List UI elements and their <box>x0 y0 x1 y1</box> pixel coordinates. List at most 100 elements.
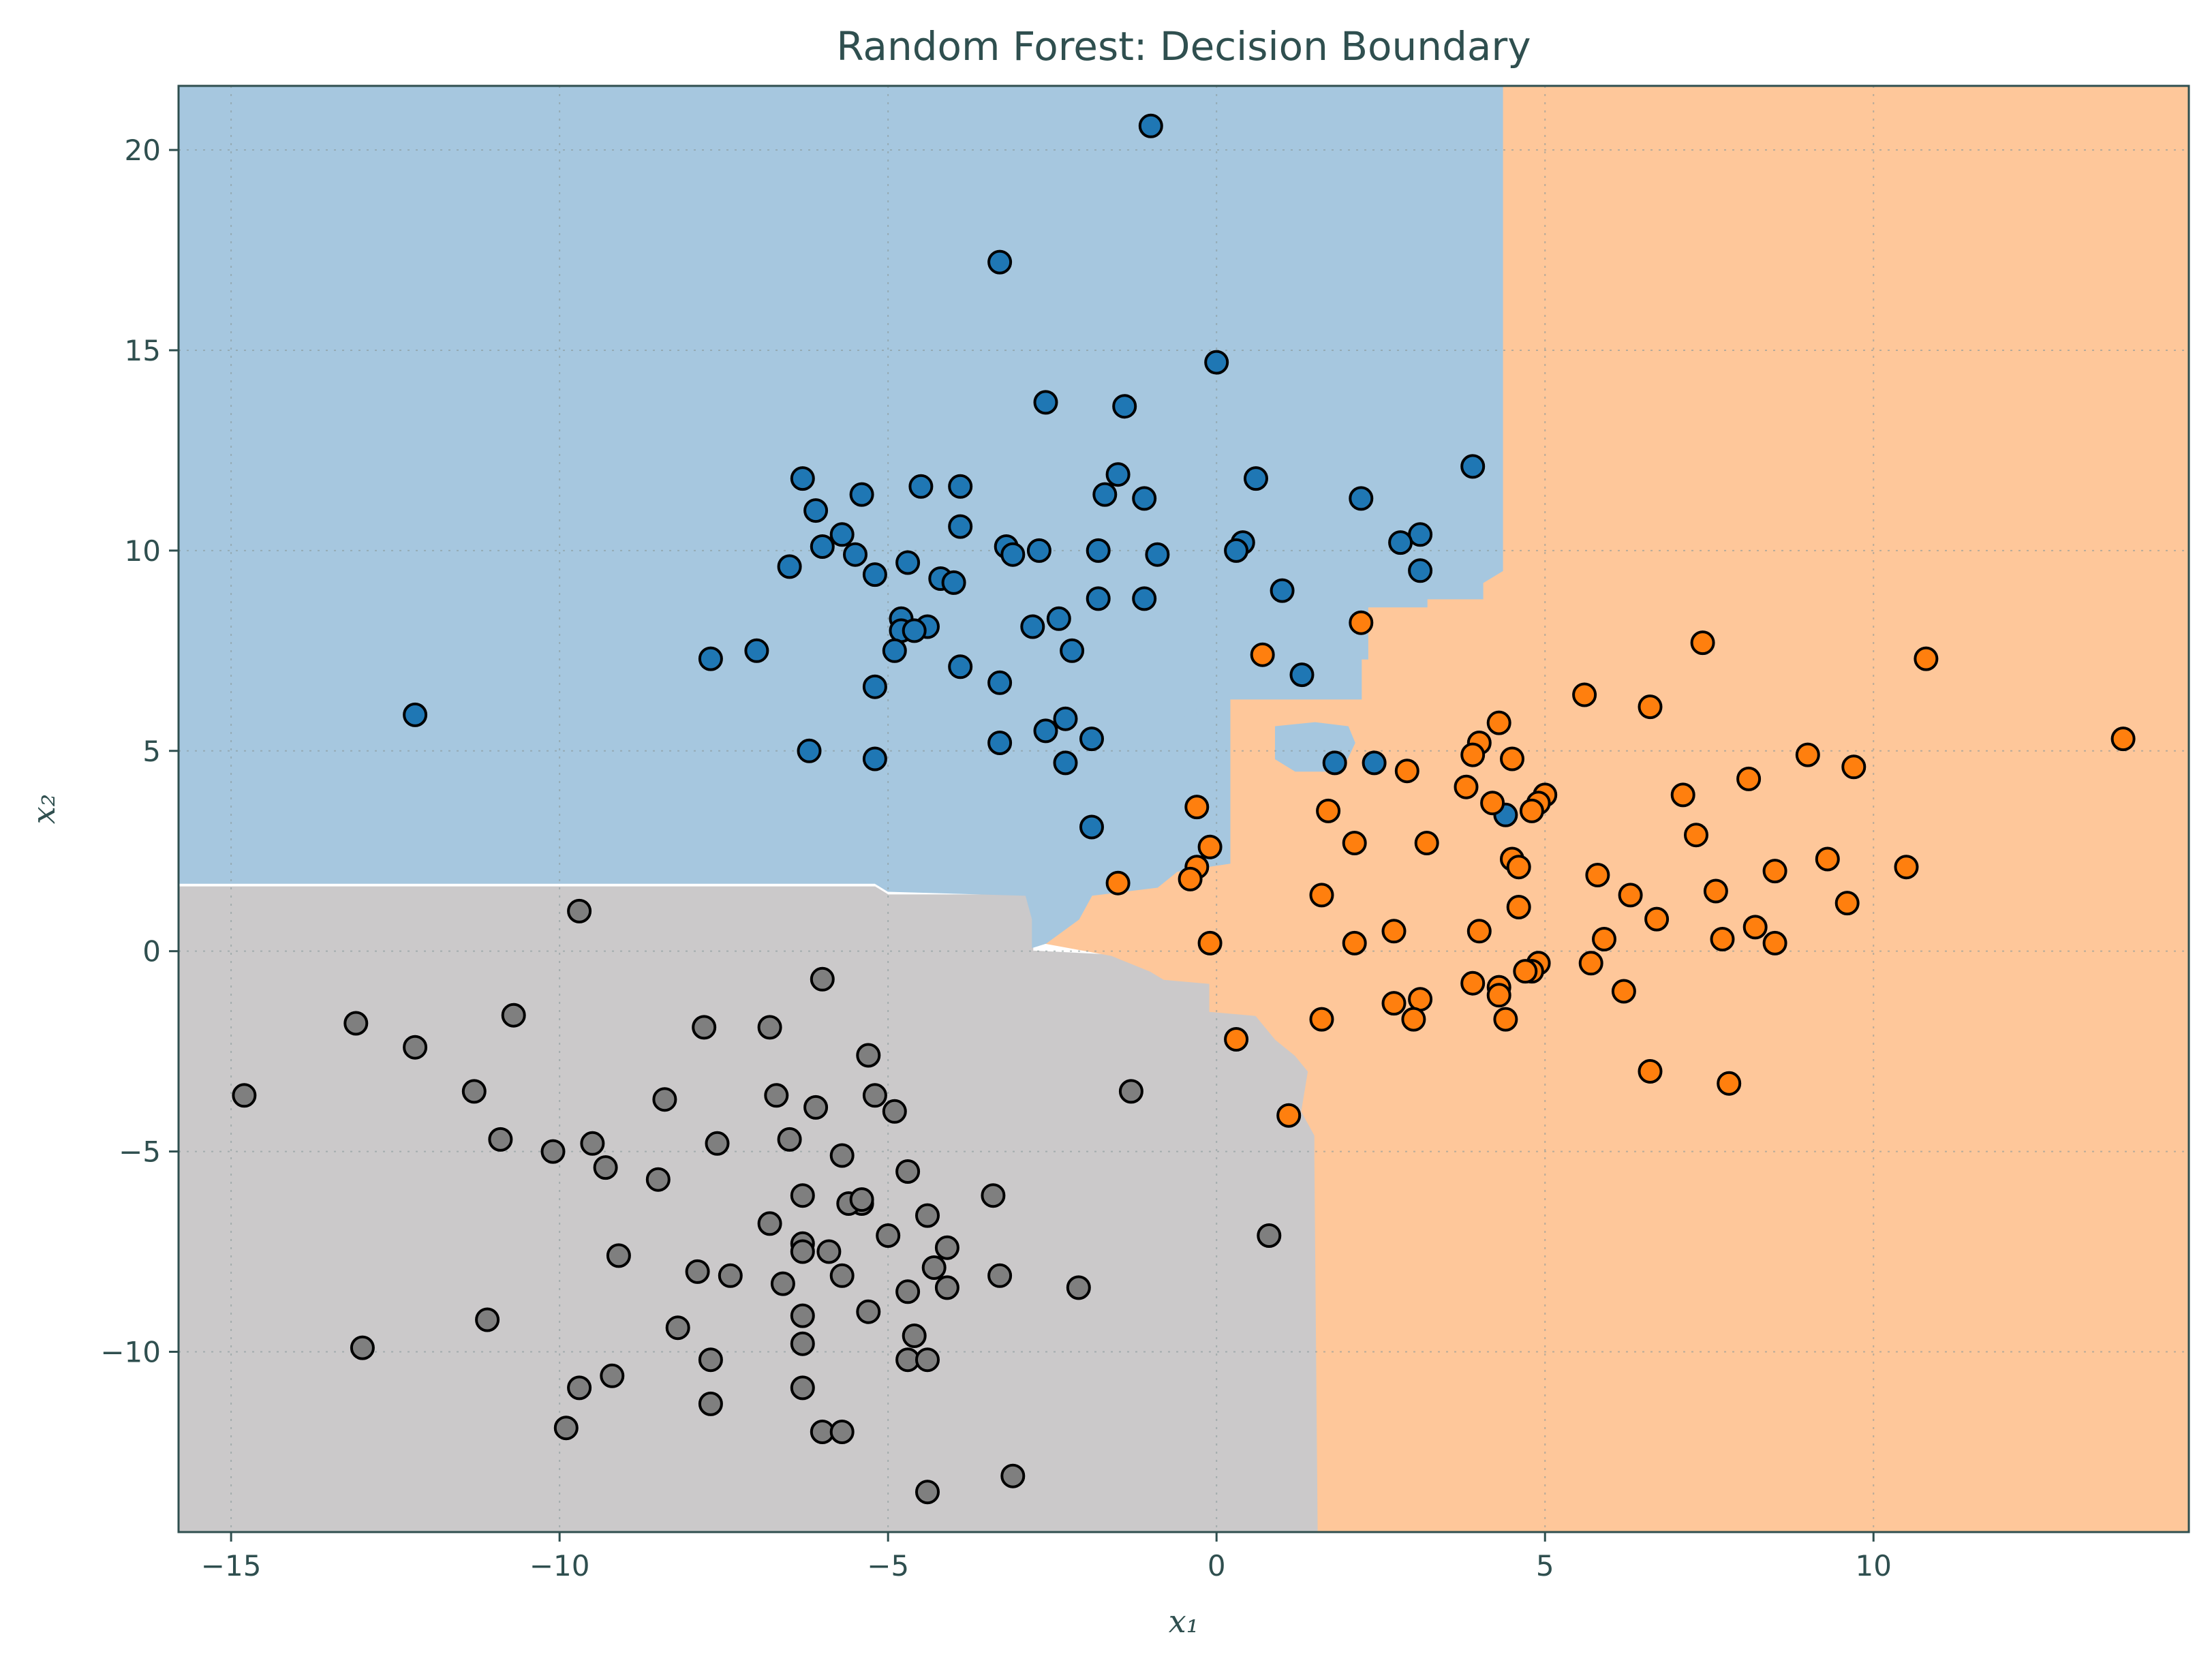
point-orange <box>1486 983 1511 1008</box>
point-gray <box>685 1259 710 1284</box>
point-blue <box>908 474 934 499</box>
point-orange <box>1184 795 1210 820</box>
point-gray <box>475 1307 500 1332</box>
point-gray <box>593 1155 618 1180</box>
y-tick-label: 10 <box>125 534 161 568</box>
point-gray <box>1257 1223 1282 1248</box>
point-blue <box>790 466 815 491</box>
point-gray <box>816 1239 842 1264</box>
point-blue <box>849 482 874 507</box>
point-orange <box>1742 915 1768 940</box>
point-gray <box>921 1255 947 1280</box>
point-orange <box>1578 951 1603 976</box>
point-orange <box>1381 919 1407 944</box>
point-orange <box>1506 895 1531 919</box>
point-orange <box>1703 878 1728 904</box>
point-blue <box>797 738 822 763</box>
point-gray <box>876 1223 901 1248</box>
point-blue <box>1033 390 1058 415</box>
point-gray <box>645 1167 671 1192</box>
point-gray <box>829 1143 855 1168</box>
point-blue <box>1132 586 1157 611</box>
region-island-blue <box>1176 705 1198 720</box>
point-gray <box>862 1083 887 1108</box>
point-orange <box>1519 798 1544 823</box>
point-gray <box>915 1347 940 1373</box>
point-orange <box>1197 834 1223 859</box>
point-blue <box>829 522 855 547</box>
point-gray <box>770 1271 795 1296</box>
point-orange <box>1197 930 1223 955</box>
point-blue <box>1244 466 1268 491</box>
point-blue <box>1079 727 1104 752</box>
point-orange <box>1710 927 1735 951</box>
point-orange <box>1611 979 1636 1004</box>
point-orange <box>1414 831 1439 855</box>
point-gray <box>232 1083 257 1108</box>
point-orange <box>1224 1027 1249 1052</box>
point-gray <box>1066 1275 1091 1300</box>
point-blue <box>1270 578 1295 603</box>
region-gray <box>179 886 1319 1532</box>
point-gray <box>856 1043 881 1068</box>
point-orange <box>1795 742 1820 767</box>
point-gray <box>343 1011 369 1036</box>
point-gray <box>790 1375 815 1401</box>
point-gray <box>501 1003 526 1028</box>
point-gray <box>567 898 592 923</box>
point-blue <box>1079 814 1104 840</box>
x-tick-label: 5 <box>1536 1549 1554 1582</box>
point-gray <box>790 1303 815 1328</box>
point-gray <box>764 1083 789 1108</box>
point-gray <box>757 1211 782 1236</box>
y-tick-label: 20 <box>125 134 161 167</box>
point-blue <box>777 554 802 579</box>
point-blue <box>1105 462 1131 487</box>
point-gray <box>698 1347 723 1373</box>
point-blue <box>987 731 1013 755</box>
point-orange <box>1914 646 1939 671</box>
point-gray <box>1000 1463 1026 1488</box>
point-gray <box>829 1263 855 1288</box>
plot-frame <box>177 85 2190 1533</box>
point-orange <box>1454 774 1479 799</box>
point-orange <box>1493 1007 1518 1032</box>
x-axis-label: x₁ <box>1169 1603 1199 1640</box>
point-blue <box>1408 558 1433 583</box>
y-tick-label: 5 <box>142 735 161 768</box>
point-gray <box>902 1324 927 1348</box>
decision-regions <box>179 86 2189 1532</box>
point-orange <box>1670 782 1695 808</box>
point-orange <box>1638 1059 1663 1084</box>
point-orange <box>1592 927 1616 951</box>
point-gray <box>580 1131 605 1156</box>
point-gray <box>856 1299 881 1324</box>
point-blue <box>987 670 1013 695</box>
point-orange <box>1500 746 1524 771</box>
point-orange <box>1506 855 1531 880</box>
point-blue <box>948 654 973 679</box>
point-orange <box>1513 959 1538 984</box>
point-orange <box>1480 791 1505 816</box>
x-tick-label: −15 <box>201 1549 262 1582</box>
point-blue <box>1460 454 1486 479</box>
point-gray <box>810 966 835 992</box>
point-gray <box>790 1239 815 1264</box>
point-blue <box>1349 486 1374 511</box>
point-blue <box>1033 718 1058 744</box>
point-orange <box>1762 930 1787 955</box>
chart-title: Random Forest: Decision Boundary <box>836 23 1531 70</box>
point-orange <box>1342 930 1367 955</box>
point-gray <box>790 1183 815 1208</box>
point-orange <box>1105 870 1131 896</box>
point-orange <box>1401 1007 1426 1032</box>
point-blue <box>1092 482 1118 507</box>
point-orange <box>1762 859 1787 884</box>
point-orange <box>1690 630 1715 656</box>
point-gray <box>692 1015 717 1040</box>
point-blue <box>902 618 927 643</box>
point-gray <box>895 1279 921 1304</box>
point-gray <box>540 1139 566 1164</box>
point-gray <box>553 1416 579 1441</box>
point-orange <box>1309 1007 1334 1032</box>
